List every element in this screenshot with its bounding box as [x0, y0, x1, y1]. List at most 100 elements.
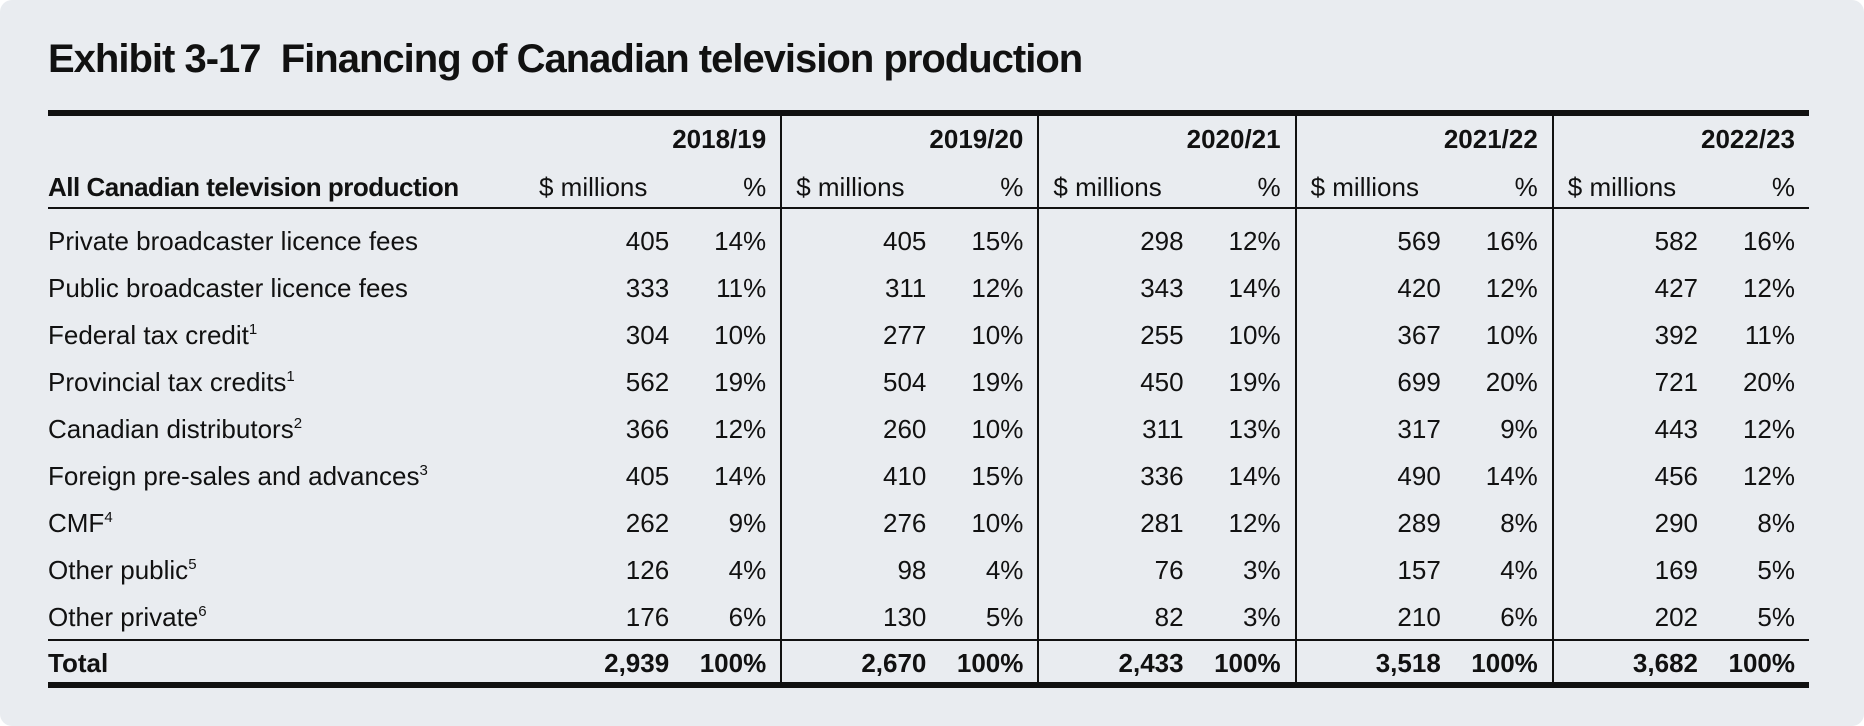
cell: 19% — [714, 367, 767, 397]
cell: 721 — [1654, 367, 1698, 397]
cell: 10% — [971, 508, 1024, 538]
cell: 336 — [1140, 461, 1184, 491]
cell: 12% — [1228, 226, 1281, 256]
label-text: Foreign pre-sales and advances — [48, 461, 420, 491]
cell: 12% — [1742, 461, 1795, 491]
cell: 276 — [883, 508, 927, 538]
cell: 12% — [1228, 508, 1281, 538]
unit-header: $ millions — [1053, 172, 1162, 202]
rule — [48, 207, 1809, 209]
cell: 317 — [1397, 414, 1441, 444]
cell: 14% — [1228, 461, 1281, 491]
cell: 343 — [1140, 273, 1184, 303]
cell: 405 — [625, 461, 670, 491]
cell: 13% — [1228, 414, 1281, 444]
cell: 304 — [625, 320, 670, 350]
cell: 3,518 — [1375, 648, 1441, 678]
cell: 569 — [1397, 226, 1441, 256]
cell: 4% — [728, 555, 767, 585]
cell: 2,433 — [1118, 648, 1184, 678]
cell: 100% — [699, 648, 767, 678]
unit-header: % — [743, 172, 767, 202]
footnote-ref: 5 — [188, 556, 197, 573]
cell: 582 — [1654, 226, 1698, 256]
footnote-ref: 6 — [198, 603, 207, 620]
cell: 4% — [985, 555, 1024, 585]
unit-header: $ millions — [539, 172, 648, 202]
cell: 100% — [1728, 648, 1796, 678]
cell: 10% — [971, 414, 1024, 444]
cell: 281 — [1140, 508, 1184, 538]
cell: 11% — [716, 273, 767, 303]
cell: 5% — [1757, 602, 1795, 632]
cell: 699 — [1397, 367, 1441, 397]
cell: 16% — [1485, 226, 1538, 256]
cell: 20% — [1485, 367, 1538, 397]
cell: 130 — [883, 602, 927, 632]
cell: 333 — [625, 273, 670, 303]
year-header: 2020/21 — [1186, 124, 1281, 154]
cell: 14% — [1228, 273, 1281, 303]
title: Exhibit 3-17 Financing of Canadian telev… — [48, 37, 1083, 81]
cell: 6% — [728, 602, 767, 632]
cell: 392 — [1654, 320, 1698, 350]
cell: 76 — [1154, 555, 1184, 585]
cell: 210 — [1397, 602, 1441, 632]
cell: 2,939 — [604, 648, 670, 678]
cell: 12% — [971, 273, 1024, 303]
footnote-ref: 2 — [293, 415, 303, 432]
row-label: Canadian distributors2 — [48, 414, 302, 444]
cell: 10% — [714, 320, 767, 350]
label-text: Other public — [48, 555, 189, 585]
rule — [1551, 116, 1554, 682]
cell: 4% — [1500, 555, 1538, 585]
cell: 366 — [625, 414, 670, 444]
cell: 405 — [625, 226, 670, 256]
cell: 2,670 — [861, 648, 927, 678]
cell: 3,682 — [1632, 648, 1698, 678]
cell: 6% — [1500, 602, 1538, 632]
cell: 262 — [625, 508, 670, 538]
unit-header: $ millions — [1310, 172, 1419, 202]
cell: 8% — [1500, 508, 1538, 538]
cell: 504 — [883, 367, 927, 397]
rule — [1294, 116, 1297, 682]
cell: 16% — [1742, 226, 1795, 256]
cell: 126 — [625, 555, 670, 585]
row-label: Foreign pre-sales and advances3 — [48, 461, 428, 491]
unit-header: % — [1514, 172, 1538, 202]
cell: 176 — [625, 602, 670, 632]
rule — [48, 639, 1809, 641]
cell: 14% — [714, 226, 767, 256]
unit-header: $ millions — [796, 172, 905, 202]
cell: 10% — [1485, 320, 1538, 350]
unit-header: % — [1257, 172, 1281, 202]
unit-header: % — [1000, 172, 1024, 202]
cell: 450 — [1140, 367, 1184, 397]
cell: 290 — [1654, 508, 1698, 538]
cell: 82 — [1154, 602, 1184, 632]
label-text: Provincial tax credits — [48, 367, 287, 397]
row-label: Other private6 — [48, 602, 207, 632]
cell: 15% — [971, 226, 1024, 256]
label-text: Canadian distributors — [48, 414, 294, 444]
rule — [780, 116, 783, 682]
cell: 260 — [883, 414, 927, 444]
cell: 100% — [956, 648, 1024, 678]
cell: 490 — [1397, 461, 1441, 491]
cell: 12% — [1742, 414, 1795, 444]
unit-header: $ millions — [1567, 172, 1677, 202]
cell: 8% — [1757, 508, 1795, 538]
row-label: Federal tax credit1 — [48, 320, 257, 350]
cell: 12% — [1742, 273, 1795, 303]
cell: 277 — [883, 320, 927, 350]
cell: 20% — [1742, 367, 1795, 397]
cell: 100% — [1214, 648, 1281, 678]
cell: 3% — [1243, 602, 1281, 632]
row-header: All Canadian television production — [48, 172, 459, 202]
cell: 11% — [1744, 320, 1795, 350]
year-header: 2022/23 — [1701, 124, 1795, 154]
year-header: 2021/22 — [1443, 124, 1538, 154]
cell: 456 — [1654, 461, 1698, 491]
rule — [48, 682, 1809, 688]
